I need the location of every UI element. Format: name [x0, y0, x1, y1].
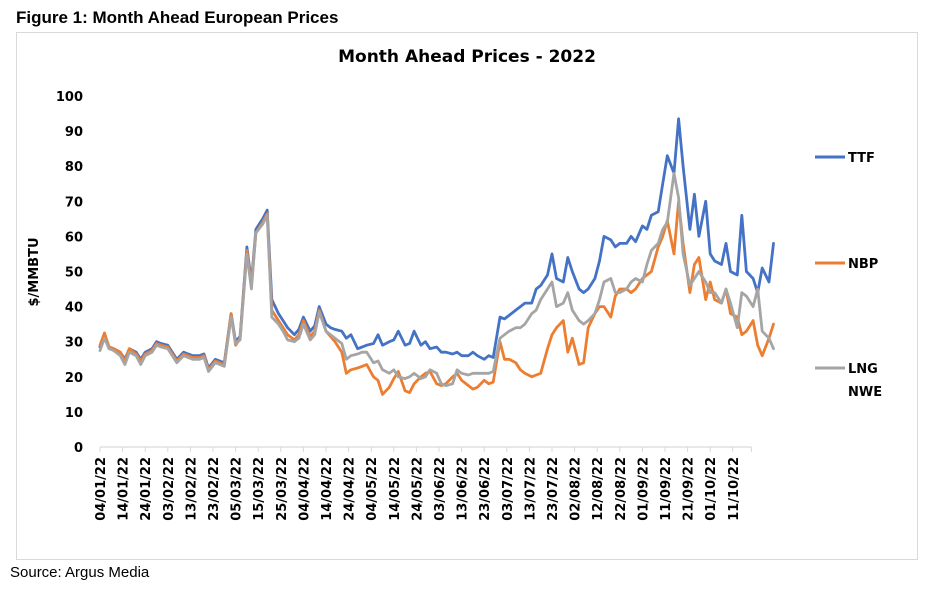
- x-tick-label: 01/09/22: [636, 457, 651, 521]
- x-tick-label: 14/01/22: [117, 457, 132, 521]
- x-tick-label: 02/08/22: [569, 457, 584, 521]
- x-tick-label: 04/04/22: [297, 457, 312, 521]
- legend-item-ttf: TTF: [815, 151, 875, 166]
- y-tick-label: 20: [65, 371, 83, 386]
- x-tick-label: 24/05/22: [410, 457, 425, 521]
- source-note: Source: Argus Media: [10, 564, 150, 581]
- chart-frame: [16, 32, 918, 560]
- y-tick-label: 70: [65, 195, 83, 210]
- x-tick-label: 11/09/22: [659, 457, 674, 521]
- series-line-lng-nwe: [98, 171, 775, 388]
- legend-item-lng-nwe: LNG NWE: [815, 362, 882, 400]
- x-tick-label: 23/07/22: [546, 457, 561, 521]
- legend-label: TTF: [848, 151, 875, 166]
- x-tick-label: 15/03/22: [252, 457, 267, 521]
- y-tick-label: 90: [65, 125, 83, 140]
- x-tick-label: 21/09/22: [682, 457, 697, 521]
- x-axis: 04/01/22 14/01/22 24/01/22 03/02/22 13/02/22…: [94, 446, 752, 521]
- x-tick-label: 13/07/22: [523, 457, 538, 521]
- x-tick-label: 22/08/22: [614, 457, 629, 521]
- chart-title: Month Ahead Prices - 2022: [338, 47, 596, 67]
- legend: TTF NBP LNG NWE: [815, 151, 882, 400]
- x-tick-label: 23/06/22: [478, 457, 493, 521]
- x-tick-label: 14/05/22: [388, 457, 403, 521]
- legend-label: NBP: [848, 257, 878, 272]
- y-tick-label: 0: [74, 441, 83, 456]
- x-tick-label: 04/05/22: [365, 457, 380, 521]
- legend-item-nbp: NBP: [815, 257, 878, 272]
- y-axis: 0 10 20 30 40 50 60 70 80 90 100: [56, 90, 83, 456]
- x-tick-label: 24/04/22: [343, 457, 358, 521]
- x-tick-label: 01/10/22: [704, 457, 719, 521]
- x-tick-label: 13/02/22: [184, 457, 199, 521]
- y-tick-label: 100: [56, 90, 83, 105]
- y-tick-label: 40: [65, 301, 83, 316]
- y-tick-label: 30: [65, 336, 83, 351]
- x-tick-label: 25/03/22: [275, 457, 290, 521]
- legend-label: NWE: [848, 385, 882, 400]
- x-tick-label: 12/08/22: [591, 457, 606, 521]
- x-tick-label: 13/06/22: [456, 457, 471, 521]
- series-line-nbp: [98, 199, 775, 396]
- y-tick-label: 60: [65, 230, 83, 245]
- x-tick-label: 03/06/22: [433, 457, 448, 521]
- x-tick-label: 14/04/22: [320, 457, 335, 521]
- x-tick-label: 04/01/22: [94, 457, 109, 521]
- series-lines: [98, 117, 775, 396]
- x-tick-label: 11/10/22: [727, 457, 742, 521]
- y-tick-label: 50: [65, 266, 83, 281]
- y-tick-label: 10: [65, 406, 83, 421]
- x-tick-label: 03/02/22: [162, 457, 177, 521]
- y-axis-label: $/MMBTU: [27, 238, 42, 307]
- x-tick-label: 05/03/22: [230, 457, 245, 521]
- legend-label: LNG: [848, 362, 878, 377]
- x-tick-label: 24/01/22: [139, 457, 154, 521]
- y-tick-label: 80: [65, 160, 83, 175]
- figure-title: Figure 1: Month Ahead European Prices: [16, 8, 339, 27]
- x-tick-label: 23/02/22: [207, 457, 222, 521]
- x-tick-label: 03/07/22: [501, 457, 516, 521]
